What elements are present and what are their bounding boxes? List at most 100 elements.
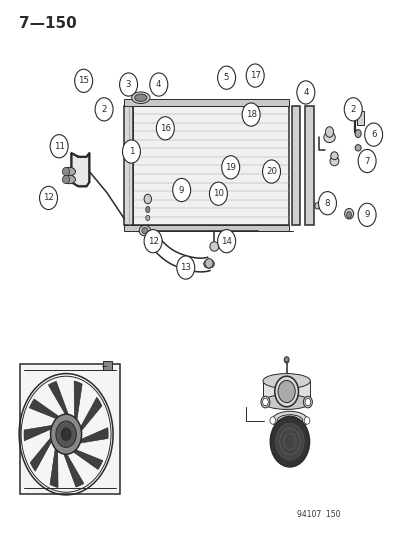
Ellipse shape	[204, 259, 213, 268]
Ellipse shape	[354, 144, 360, 151]
Circle shape	[50, 414, 81, 454]
Ellipse shape	[344, 208, 353, 219]
Circle shape	[172, 179, 190, 201]
Circle shape	[262, 160, 280, 183]
Ellipse shape	[145, 215, 150, 221]
Polygon shape	[69, 448, 102, 470]
Circle shape	[262, 398, 268, 406]
Ellipse shape	[260, 396, 269, 408]
Ellipse shape	[346, 212, 351, 218]
Text: 8: 8	[324, 199, 330, 208]
Circle shape	[217, 230, 235, 253]
Circle shape	[119, 73, 137, 96]
Ellipse shape	[329, 156, 338, 166]
Circle shape	[144, 230, 161, 253]
Circle shape	[242, 103, 259, 126]
Polygon shape	[30, 434, 54, 471]
Text: 12: 12	[43, 193, 54, 203]
Circle shape	[74, 69, 93, 92]
Polygon shape	[78, 397, 102, 434]
Circle shape	[56, 421, 76, 447]
Text: 3: 3	[126, 80, 131, 89]
Ellipse shape	[303, 396, 312, 408]
Polygon shape	[20, 364, 120, 494]
Text: 11: 11	[54, 142, 64, 151]
Polygon shape	[29, 399, 62, 421]
Ellipse shape	[139, 225, 150, 236]
Ellipse shape	[323, 132, 335, 142]
Circle shape	[318, 191, 336, 215]
Text: 18: 18	[245, 110, 256, 119]
Text: 6: 6	[370, 130, 375, 139]
Ellipse shape	[144, 194, 151, 204]
Text: 10: 10	[212, 189, 223, 198]
Ellipse shape	[277, 415, 302, 426]
Circle shape	[343, 98, 361, 121]
Text: 9: 9	[178, 185, 184, 195]
Ellipse shape	[63, 167, 75, 176]
Circle shape	[357, 203, 375, 227]
Circle shape	[156, 117, 174, 140]
Circle shape	[209, 182, 227, 205]
Polygon shape	[291, 106, 299, 225]
Circle shape	[95, 98, 113, 121]
Polygon shape	[132, 106, 288, 225]
Ellipse shape	[134, 94, 147, 101]
Circle shape	[176, 256, 194, 279]
Text: 7: 7	[363, 157, 369, 166]
Text: 12: 12	[147, 237, 158, 246]
Polygon shape	[304, 106, 313, 225]
Text: 19: 19	[225, 163, 235, 172]
Circle shape	[246, 64, 263, 87]
Circle shape	[357, 149, 375, 173]
Ellipse shape	[131, 92, 150, 103]
Ellipse shape	[203, 260, 214, 268]
Ellipse shape	[209, 241, 218, 251]
Text: 1: 1	[128, 147, 134, 156]
Ellipse shape	[262, 374, 310, 389]
Text: 7—150: 7—150	[19, 16, 77, 31]
Polygon shape	[24, 425, 56, 441]
Circle shape	[40, 187, 57, 209]
Ellipse shape	[325, 127, 333, 138]
Circle shape	[122, 140, 140, 163]
Text: 17: 17	[249, 71, 260, 80]
Circle shape	[50, 135, 68, 158]
Polygon shape	[124, 106, 133, 225]
Ellipse shape	[62, 167, 70, 176]
Ellipse shape	[271, 411, 307, 430]
Text: 4: 4	[156, 80, 161, 89]
Circle shape	[150, 73, 167, 96]
Text: 14: 14	[221, 237, 232, 246]
Ellipse shape	[262, 394, 310, 409]
Polygon shape	[124, 99, 288, 106]
Polygon shape	[74, 381, 82, 425]
Circle shape	[269, 417, 275, 424]
Ellipse shape	[274, 376, 298, 407]
Ellipse shape	[354, 130, 360, 138]
Polygon shape	[76, 427, 108, 444]
Text: 94107  150: 94107 150	[296, 510, 339, 519]
Ellipse shape	[283, 357, 288, 363]
Text: 5: 5	[223, 73, 229, 82]
Ellipse shape	[63, 175, 75, 184]
Ellipse shape	[142, 228, 147, 234]
Polygon shape	[102, 361, 112, 370]
Text: 2: 2	[350, 105, 355, 114]
Polygon shape	[62, 449, 84, 487]
Ellipse shape	[278, 381, 294, 402]
Circle shape	[221, 156, 239, 179]
Circle shape	[275, 423, 304, 460]
Circle shape	[304, 417, 309, 424]
Text: 15: 15	[78, 76, 89, 85]
Polygon shape	[356, 111, 363, 125]
Polygon shape	[50, 443, 58, 488]
Circle shape	[217, 66, 235, 90]
Circle shape	[61, 428, 71, 441]
Text: 4: 4	[302, 88, 308, 97]
Text: 2: 2	[101, 105, 107, 114]
Circle shape	[296, 81, 314, 104]
Ellipse shape	[314, 203, 319, 209]
Text: 13: 13	[180, 263, 191, 272]
Polygon shape	[71, 153, 89, 187]
